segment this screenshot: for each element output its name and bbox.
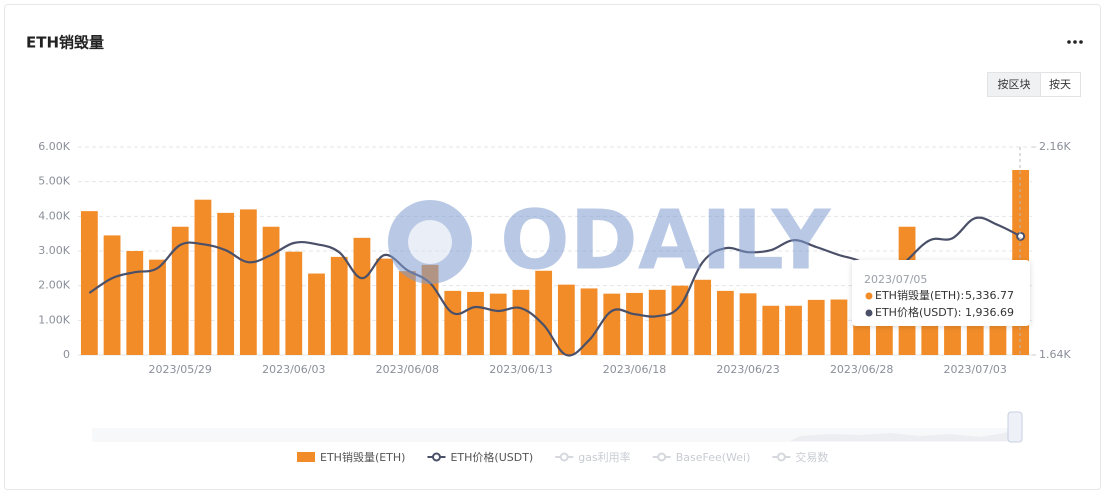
x-tick-label: 2023/06/18	[603, 363, 666, 376]
watermark	[388, 200, 472, 284]
x-tick-label: 2023/06/28	[830, 363, 893, 376]
x-tick-label: 2023/05/29	[149, 363, 212, 376]
bar	[785, 305, 802, 355]
bar	[489, 293, 507, 355]
button-label: 按区块	[998, 77, 1031, 91]
bar	[80, 211, 98, 355]
bar	[716, 290, 734, 355]
legend-swatch	[431, 452, 441, 462]
bar	[149, 259, 166, 355]
bar	[807, 299, 825, 355]
x-tick-label: 2023/06/23	[716, 363, 779, 376]
bar	[285, 251, 303, 355]
bar	[330, 256, 348, 355]
hover-point	[1016, 231, 1026, 241]
button-block[interactable]	[987, 72, 1041, 97]
legend-swatch	[297, 452, 315, 462]
bar	[262, 226, 280, 355]
bar	[217, 212, 235, 355]
bar	[308, 273, 325, 355]
legend-swatch	[776, 452, 786, 462]
y-tick-label: 6.00K	[38, 140, 70, 153]
bar	[467, 291, 484, 355]
tooltip-value: 5,336.77	[965, 289, 1014, 302]
y-tick-label: 4.00K	[38, 209, 70, 222]
bar	[603, 293, 621, 355]
tooltip-value: 1,936.69	[965, 306, 1014, 319]
y-tick-label: 0	[63, 348, 70, 361]
y-tick-label: 5.00K	[38, 175, 70, 188]
chart-title: ETH销毁量	[26, 34, 104, 52]
data-zoom[interactable]	[92, 411, 1023, 443]
y2-tick-label: 1.64K	[1039, 348, 1071, 361]
bar	[239, 209, 257, 355]
tooltip-dot	[865, 292, 873, 300]
button-day[interactable]	[1040, 72, 1081, 97]
legend-label: 交易数	[795, 450, 828, 464]
bar	[171, 226, 189, 355]
bar	[739, 293, 757, 355]
legend: ETH销毁量(ETH) ETH价格(USDT) gas利用率 BaseFee(Wei)…	[297, 450, 828, 464]
y-tick-label: 3.00K	[38, 244, 70, 257]
bar	[557, 284, 575, 355]
tooltip-label: ETH价格(USDT):	[875, 305, 961, 319]
tooltip-box	[852, 260, 1030, 326]
bar	[376, 258, 394, 355]
bar	[762, 305, 780, 355]
legend-label: gas利用率	[578, 450, 630, 464]
legend-label: ETH销毁量(ETH)	[320, 450, 405, 464]
more-menu[interactable]	[1067, 40, 1083, 44]
zoom-handle[interactable]	[1007, 411, 1023, 443]
bar	[694, 279, 712, 355]
watermark-text: ODAILY	[500, 193, 832, 288]
legend-label: BaseFee(Wei)	[676, 451, 751, 464]
tooltip-title: 2023/07/05	[864, 273, 927, 286]
x-tick-label: 2023/07/03	[944, 363, 1007, 376]
tooltip-label: ETH销毁量(ETH):	[875, 288, 964, 302]
bar	[830, 299, 848, 355]
bar	[398, 271, 416, 355]
bar	[103, 235, 121, 355]
bar	[194, 199, 212, 355]
x-tick-label: 2023/06/03	[262, 363, 325, 376]
y2-tick-label: 2.16K	[1039, 140, 1071, 153]
zoom-track	[92, 428, 1018, 442]
y-tick-label: 2.00K	[38, 279, 70, 292]
bar	[580, 288, 598, 355]
bar	[126, 251, 144, 355]
bar	[648, 289, 666, 355]
zoom-shadow	[790, 432, 1018, 441]
x-tick-label: 2023/06/08	[376, 363, 439, 376]
tooltip: 2023/07/05 ETH销毁量(ETH): 5,336.77 ETH价格(U…	[852, 260, 1030, 326]
legend-swatch	[559, 452, 569, 462]
button-label: 按天	[1049, 77, 1071, 91]
x-tick-label: 2023/06/13	[489, 363, 552, 376]
bar	[444, 290, 462, 355]
plot: 0 1.00K 2.00K 3.00K 4.00K 5.00K 6.00K 1.64K 2.16…	[38, 140, 1071, 376]
y-tick-label: 1.00K	[38, 313, 70, 326]
bar	[353, 237, 371, 355]
card	[4, 4, 1101, 490]
bar	[671, 285, 689, 355]
bar	[512, 289, 530, 355]
tooltip-dot	[865, 309, 873, 317]
bar	[626, 292, 643, 355]
legend-swatch	[657, 452, 667, 462]
bar	[535, 270, 553, 355]
legend-label: ETH价格(USDT)	[450, 450, 533, 464]
